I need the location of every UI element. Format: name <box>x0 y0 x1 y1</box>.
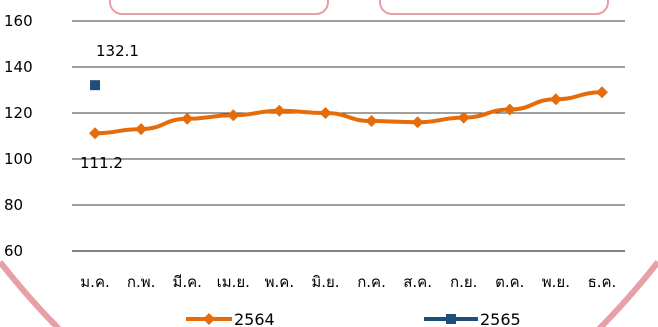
x-axis: ม.ค. ก.พ. มี.ค. เม.ย. พ.ค. มิ.ย. ก.ค. ส.ค. ก.ย. ต… <box>80 273 616 291</box>
legend-marker <box>203 313 215 325</box>
data-point <box>503 103 516 116</box>
x-tick-label: ธ.ค. <box>588 273 617 291</box>
data-point <box>411 116 424 129</box>
x-tick-label: มี.ค. <box>172 273 201 291</box>
x-tick-label: ก.ค. <box>357 273 386 291</box>
data-labels: 111.2 132.1 <box>80 42 139 172</box>
x-tick-label: ส.ค. <box>403 273 432 291</box>
data-point <box>319 107 332 119</box>
legend: 2564 2565 <box>186 310 521 327</box>
y-tick-label: 120 <box>4 104 33 122</box>
decor-arc-right <box>596 260 658 327</box>
decor-box-right <box>379 0 609 15</box>
y-tick-label: 60 <box>4 242 23 260</box>
x-tick-label: ก.ย. <box>450 273 477 291</box>
y-tick-label: 80 <box>4 196 23 214</box>
data-point <box>227 109 240 122</box>
data-point <box>135 123 148 136</box>
x-tick-label: มิ.ย. <box>311 273 339 291</box>
data-point <box>365 115 378 128</box>
x-tick-label: เม.ย. <box>217 273 250 291</box>
legend-label: 2565 <box>480 310 521 327</box>
data-point <box>181 112 194 125</box>
y-tick-label: 160 <box>4 12 33 30</box>
y-tick-label: 100 <box>4 150 33 168</box>
legend-label: 2564 <box>234 310 275 327</box>
data-label: 132.1 <box>96 42 139 60</box>
decor-box-left <box>109 0 329 15</box>
x-tick-label: พ.ย. <box>542 273 570 291</box>
data-point <box>90 80 101 91</box>
x-tick-label: พ.ค. <box>265 273 294 291</box>
data-point <box>457 111 470 124</box>
x-tick-label: ต.ค. <box>495 273 524 291</box>
series-layer <box>89 80 608 140</box>
y-tick-label: 140 <box>4 58 33 76</box>
data-label: 111.2 <box>80 154 123 172</box>
decor-arc-left <box>0 260 62 327</box>
x-tick-label: ม.ค. <box>80 273 109 291</box>
data-point <box>595 86 608 99</box>
data-point <box>273 104 286 117</box>
gridlines <box>72 20 625 252</box>
data-point <box>549 93 562 106</box>
legend-marker <box>446 314 456 324</box>
data-point <box>89 127 102 140</box>
y-axis: 60 80 100 120 140 160 <box>4 12 33 260</box>
x-tick-label: ก.พ. <box>127 273 156 291</box>
